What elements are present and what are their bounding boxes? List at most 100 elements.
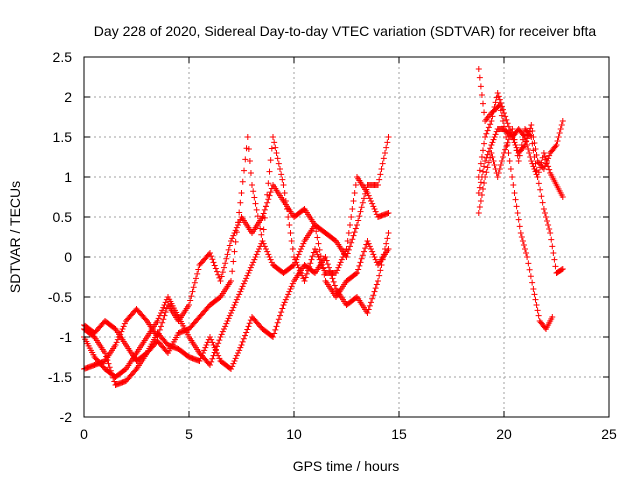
data-point xyxy=(336,262,343,268)
data-point xyxy=(354,222,360,228)
data-point xyxy=(246,158,253,164)
data-point xyxy=(378,262,385,268)
data-point xyxy=(496,96,503,103)
series-track-h xyxy=(475,126,566,200)
data-point xyxy=(359,199,366,206)
data-point xyxy=(261,243,268,250)
data-point xyxy=(358,255,365,262)
data-point xyxy=(265,251,272,258)
data-point xyxy=(106,364,113,371)
data-point xyxy=(550,250,557,256)
data-point xyxy=(222,260,229,267)
data-point xyxy=(295,251,302,258)
data-point xyxy=(524,254,531,260)
data-point xyxy=(476,204,483,210)
data-point xyxy=(369,200,376,207)
data-point xyxy=(480,100,486,107)
data-point xyxy=(546,226,553,232)
data-point xyxy=(268,145,275,152)
data-point xyxy=(351,229,358,236)
data-point xyxy=(223,320,230,327)
data-point xyxy=(210,259,217,266)
data-point xyxy=(352,182,359,188)
data-point xyxy=(239,338,246,345)
data-point xyxy=(476,184,483,191)
y-tick-label: 1 xyxy=(64,169,72,185)
data-point xyxy=(519,238,526,244)
data-point xyxy=(531,140,538,146)
data-point xyxy=(217,334,224,340)
data-point xyxy=(273,150,280,156)
data-point xyxy=(538,193,545,200)
data-point xyxy=(280,182,287,188)
data-point xyxy=(142,350,149,357)
data-point xyxy=(312,222,318,228)
data-point xyxy=(313,228,320,235)
data-point xyxy=(499,106,506,113)
data-point xyxy=(271,139,278,146)
data-point xyxy=(476,74,483,81)
data-point xyxy=(480,168,486,175)
data-point xyxy=(478,154,485,160)
data-point xyxy=(355,266,362,273)
series-track-e xyxy=(475,66,556,332)
data-point xyxy=(312,246,318,252)
data-point xyxy=(376,272,383,279)
data-point xyxy=(370,292,377,299)
data-point xyxy=(549,314,556,320)
data-point xyxy=(481,163,488,170)
data-point xyxy=(260,240,267,247)
data-point xyxy=(230,360,237,367)
data-point xyxy=(522,134,528,140)
data-point xyxy=(236,291,243,298)
data-point xyxy=(323,257,330,264)
data-point xyxy=(247,264,254,271)
data-point xyxy=(352,270,359,277)
data-point xyxy=(498,103,505,110)
x-tick-label: 5 xyxy=(185,426,193,442)
data-point xyxy=(266,168,273,175)
data-point xyxy=(160,316,167,323)
data-point xyxy=(217,278,224,284)
data-point xyxy=(528,158,535,164)
data-point xyxy=(279,176,286,183)
data-point xyxy=(238,286,245,292)
data-point xyxy=(371,206,378,212)
data-point xyxy=(496,166,503,172)
data-point xyxy=(559,266,566,272)
data-point xyxy=(207,362,213,368)
data-point xyxy=(216,337,223,344)
data-point xyxy=(259,238,266,244)
data-point xyxy=(162,299,169,306)
data-point xyxy=(539,199,546,206)
data-point xyxy=(380,155,387,162)
data-point xyxy=(501,150,507,156)
data-point xyxy=(314,234,321,241)
data-point xyxy=(202,344,209,351)
data-point xyxy=(261,214,268,221)
data-point xyxy=(503,143,510,150)
data-point xyxy=(340,254,346,260)
data-point xyxy=(265,180,272,187)
data-point xyxy=(238,190,245,196)
data-point xyxy=(489,154,496,160)
data-point xyxy=(201,347,208,354)
data-point xyxy=(559,118,566,124)
data-point xyxy=(267,189,274,196)
data-point xyxy=(364,238,371,244)
data-point xyxy=(475,66,482,72)
data-point xyxy=(358,204,365,211)
data-point xyxy=(532,296,539,303)
data-point xyxy=(282,296,289,303)
data-point xyxy=(525,146,532,152)
data-point xyxy=(511,139,518,146)
data-point xyxy=(552,143,559,150)
data-point xyxy=(260,226,267,233)
data-point xyxy=(522,246,528,252)
data-point xyxy=(489,139,496,146)
data-point xyxy=(228,366,234,372)
data-point xyxy=(366,195,373,202)
data-point xyxy=(207,334,213,340)
data-point xyxy=(156,326,163,333)
data-point xyxy=(236,209,243,216)
